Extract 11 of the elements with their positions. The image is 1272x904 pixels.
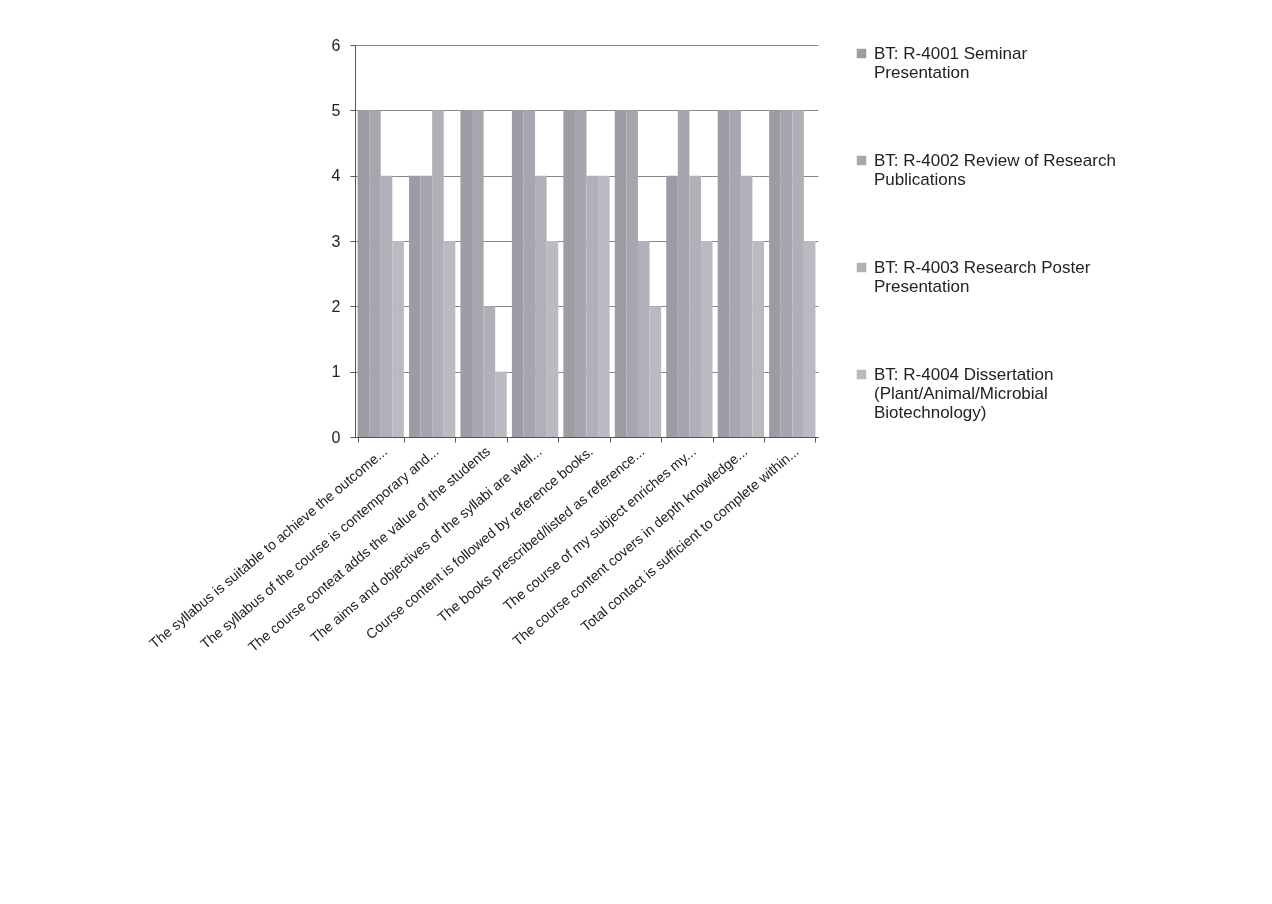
legend-label: BT: R-4001 Seminar Presentation — [874, 43, 1028, 82]
y-tick-label: 5 — [331, 101, 341, 119]
y-tick-label: 0 — [331, 428, 341, 446]
legend-label: BT: R-4004 Dissertation (Plant/Animal/Microbial Biotechnology) — [874, 364, 1054, 422]
y-tick-label: 4 — [331, 167, 341, 185]
legend-label: BT: R-4003 Research Poster Presentation — [874, 257, 1091, 296]
y-tick-label: 2 — [331, 297, 341, 315]
y-tick-label: 3 — [331, 232, 341, 250]
y-tick-label: 1 — [331, 363, 341, 381]
legend-label: BT: R-4002 Review of Research Publications — [874, 150, 1116, 189]
y-tick-label: 6 — [331, 36, 341, 54]
